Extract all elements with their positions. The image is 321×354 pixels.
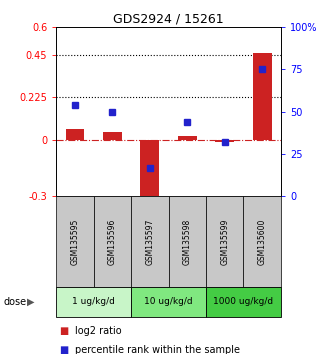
Bar [94, 196, 131, 287]
Bar [169, 196, 206, 287]
Text: ■: ■ [59, 326, 69, 336]
Text: GSM135598: GSM135598 [183, 218, 192, 265]
Bar [206, 287, 281, 317]
Bar [206, 196, 243, 287]
Text: ■: ■ [59, 345, 69, 354]
Text: GSM135595: GSM135595 [70, 218, 79, 265]
Text: 1 ug/kg/d: 1 ug/kg/d [72, 297, 115, 306]
Bar [141, 140, 159, 209]
Text: GSM135599: GSM135599 [220, 218, 229, 265]
Text: ▶: ▶ [27, 297, 34, 307]
Text: 1000 ug/kg/d: 1000 ug/kg/d [213, 297, 273, 306]
Text: GDS2924 / 15261: GDS2924 / 15261 [113, 12, 224, 25]
Bar [178, 136, 196, 140]
Text: GSM135596: GSM135596 [108, 218, 117, 265]
Text: 10 ug/kg/d: 10 ug/kg/d [144, 297, 193, 306]
Bar [103, 132, 122, 140]
Bar [131, 196, 169, 287]
Text: dose: dose [3, 297, 26, 307]
Bar [243, 196, 281, 287]
Bar [56, 196, 94, 287]
Text: GSM135600: GSM135600 [258, 218, 267, 265]
Text: log2 ratio: log2 ratio [75, 326, 122, 336]
Text: percentile rank within the sample: percentile rank within the sample [75, 345, 240, 354]
Text: GSM135597: GSM135597 [145, 218, 154, 265]
Bar [131, 287, 206, 317]
Bar [65, 130, 84, 140]
Bar [215, 140, 234, 142]
Bar [56, 287, 131, 317]
Bar [253, 53, 272, 140]
